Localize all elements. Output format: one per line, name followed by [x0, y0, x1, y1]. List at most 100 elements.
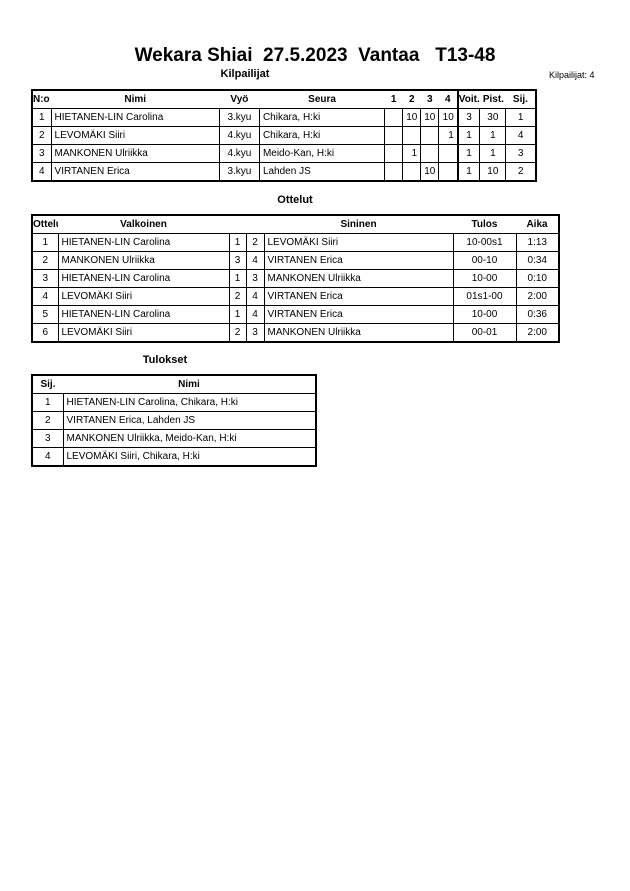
header-row: N:o Nimi Vyö Seura 1 2 3 4 Voit. Pist. Sij. — [32, 90, 536, 109]
column-header: Vyö — [219, 90, 260, 109]
table-row: 2 MANKONEN Ulriikka 3 4 VIRTANEN Erica 00-10 0… — [31, 251, 560, 270]
table-cell: Chikara, H:ki — [258, 108, 386, 127]
table-cell — [384, 162, 404, 182]
table-cell: MANKONEN Ulriikka — [57, 251, 230, 270]
table-row: 2 VIRTANEN Erica, Lahden JS — [31, 411, 317, 430]
table-cell: LEVOMÄKI Siiri, Chikara, H:ki — [62, 447, 317, 467]
table-cell: HIETANEN-LIN Carolina — [50, 108, 220, 127]
table-cell: 1 — [505, 108, 537, 127]
column-header: 3 — [420, 90, 439, 109]
matches-table: OtteluValkoinenSininenTulosAika1HIETANEN… — [31, 214, 560, 343]
table-cell: VIRTANEN Erica, Lahden JS — [62, 411, 317, 430]
table-cell: 1:13 — [515, 233, 560, 252]
column-header: Aika — [516, 215, 559, 234]
table-row: 1 HIETANEN-LIN Carolina, Chikara, H:ki — [31, 393, 317, 412]
column-header: Nimi — [63, 375, 316, 394]
table-row: 3 MANKONEN Ulriikka 4.kyu Meido-Kan, H:ki 1 1… — [31, 144, 537, 163]
table-cell: 4.kyu — [218, 144, 260, 163]
results-heading: Tulokset — [142, 354, 188, 366]
table-cell: 2 — [228, 323, 247, 343]
table-cell: 1 — [456, 126, 481, 145]
table-row: 4 LEVOMÄKI Siiri, Chikara, H:ki — [31, 447, 317, 467]
competitors-heading: Kilpailijat — [220, 68, 270, 80]
table-cell: VIRTANEN Erica — [263, 305, 454, 324]
table-cell: 5 — [31, 305, 59, 324]
table-cell — [384, 144, 404, 163]
table-row: 6 LEVOMÄKI Siiri 2 3 MANKONEN Ulriikka 00-01 2… — [31, 323, 560, 343]
table-cell: 10-00 — [452, 269, 517, 288]
column-header: Sij. — [505, 90, 536, 109]
table-cell: 2 — [245, 233, 265, 252]
table-cell: 10 — [402, 108, 422, 127]
table-cell: 3 — [228, 251, 247, 270]
table-cell: HIETANEN-LIN Carolina — [57, 269, 230, 288]
table-cell: 4 — [31, 162, 52, 182]
table-cell: 3.kyu — [218, 162, 260, 182]
table-cell — [438, 144, 459, 163]
table-cell: HIETANEN-LIN Carolina, Chikara, H:ki — [62, 393, 317, 412]
table-cell: 10 — [420, 108, 440, 127]
table-cell: Meido-Kan, H:ki — [258, 144, 386, 163]
table-cell: VIRTANEN Erica — [263, 251, 454, 270]
table-cell: 1 — [31, 233, 59, 252]
table-cell: 3 — [31, 269, 59, 288]
page-title: Wekara Shiai 27.5.2023 Vantaa T13-48 — [134, 45, 496, 66]
table-cell: VIRTANEN Erica — [50, 162, 220, 182]
table-row: 1 HIETANEN-LIN Carolina 3.kyu Chikara, H:ki… — [31, 108, 537, 127]
table-cell: 30 — [479, 108, 507, 127]
table-cell: 1 — [456, 144, 481, 163]
column-header: Nimi — [51, 90, 220, 109]
table-cell: 6 — [31, 323, 59, 343]
table-cell: 4 — [245, 305, 265, 324]
table-cell: 00-10 — [452, 251, 517, 270]
column-header — [229, 215, 246, 234]
column-header: Tulos — [453, 215, 516, 234]
table-cell: 1 — [402, 144, 422, 163]
table-cell: MANKONEN Ulriikka — [263, 269, 454, 288]
table-cell: 1 — [479, 126, 507, 145]
table-cell: 10 — [479, 162, 507, 182]
table-cell: 3 — [31, 429, 64, 448]
table-cell: LEVOMÄKI Siiri — [57, 323, 230, 343]
column-header: N:o — [32, 90, 52, 109]
table-cell: 01s1-00 — [452, 287, 517, 306]
table-cell: 2 — [31, 251, 59, 270]
column-header — [246, 215, 264, 234]
table-row: 5 HIETANEN-LIN Carolina 1 4 VIRTANEN Erica 10… — [31, 305, 560, 324]
table-cell: 4 — [31, 287, 59, 306]
table-cell: 4 — [505, 126, 537, 145]
table-cell: 1 — [479, 144, 507, 163]
column-header: Seura — [259, 90, 385, 109]
table-cell — [438, 162, 459, 182]
column-header: 2 — [402, 90, 421, 109]
table-cell: VIRTANEN Erica — [263, 287, 454, 306]
table-cell: 4.kyu — [218, 126, 260, 145]
table-cell: 3 — [505, 144, 537, 163]
table-row: 4 LEVOMÄKI Siiri 2 4 VIRTANEN Erica 01s1-00 2:… — [31, 287, 560, 306]
table-cell: 0:34 — [515, 251, 560, 270]
competitor-count: Kilpailijat: 4 — [549, 70, 595, 80]
table-cell — [402, 126, 422, 145]
table-cell: LEVOMÄKI Siiri — [57, 287, 230, 306]
table-cell: 1 — [31, 108, 52, 127]
matches-heading: Ottelut — [277, 194, 313, 206]
column-header: Sij. — [32, 375, 63, 394]
table-cell — [420, 126, 440, 145]
header-row: Sij. Nimi — [32, 375, 316, 394]
table-cell: 4 — [245, 251, 265, 270]
table-cell: Lahden JS — [258, 162, 386, 182]
table-cell: 1 — [228, 233, 247, 252]
column-header: Pist. — [479, 90, 506, 109]
table-row: 3 HIETANEN-LIN Carolina 1 3 MANKONEN Ulriikk… — [31, 269, 560, 288]
competitors-table: N:o Nimi Vyö Seura 1 2 3 4 Voit. Pist. Sij. 1 HIETAN… — [31, 89, 537, 182]
table-row: 4 VIRTANEN Erica 3.kyu Lahden JS 10 1 10 2 — [31, 162, 537, 182]
table-cell — [402, 162, 422, 182]
table-cell: 0:10 — [515, 269, 560, 288]
table-cell: 4 — [245, 287, 265, 306]
table-row: 3 MANKONEN Ulriikka, Meido-Kan, H:ki — [31, 429, 317, 448]
table-cell: 1 — [228, 269, 247, 288]
table-cell: 2 — [31, 411, 64, 430]
table-cell: 10-00 — [452, 305, 517, 324]
table-cell: 1 — [31, 393, 64, 412]
